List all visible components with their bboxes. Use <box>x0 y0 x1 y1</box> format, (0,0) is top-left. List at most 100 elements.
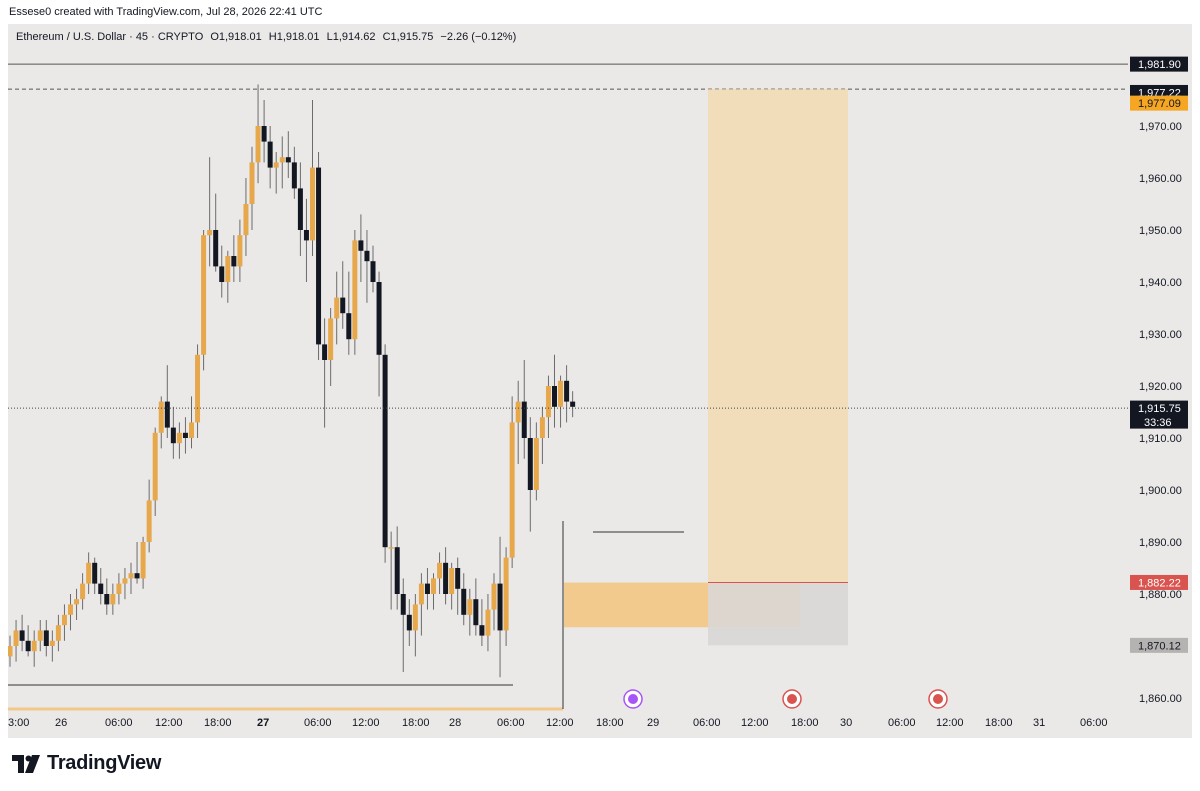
legend-symbol: Ethereum / U.S. Dollar · 45 · CRYPTO <box>16 31 204 43</box>
us-flag-event-icon-dot <box>933 694 943 704</box>
candle-down <box>98 583 104 594</box>
candle-up <box>201 235 207 355</box>
candle-up <box>388 547 394 549</box>
price-label: 1,981.90 <box>1138 59 1181 71</box>
candle-up <box>61 614 67 626</box>
us-flag-event-icon-dot <box>787 694 797 704</box>
price-label-box <box>1130 574 1188 590</box>
candle-down <box>25 640 31 652</box>
price-label-box <box>1130 637 1188 653</box>
x-tick-label: 06:00 <box>304 717 332 729</box>
candle-down <box>370 261 376 282</box>
x-tick-label: 18:00 <box>596 717 624 729</box>
chart-pane[interactable]: 1,860.001,870.001,880.001,890.001,900.00… <box>8 24 1192 738</box>
price-label-box <box>1130 56 1188 72</box>
candle-up <box>412 604 418 631</box>
candle-up <box>328 318 334 360</box>
candle-up <box>503 557 509 631</box>
x-tick-label: 06:00 <box>1080 717 1108 729</box>
x-tick-label: 27 <box>257 717 269 729</box>
y-tick-label: 1,860.00 <box>1139 693 1182 705</box>
x-tick-label: 29 <box>647 717 659 729</box>
x-tick-label: 26 <box>55 717 67 729</box>
candle-up <box>558 380 564 407</box>
candle-up <box>55 625 61 641</box>
candle-down <box>297 188 303 230</box>
candle-up <box>449 568 455 594</box>
candle-down <box>521 401 527 438</box>
candle-down <box>376 282 382 355</box>
y-tick-label: 1,940.00 <box>1139 277 1182 289</box>
x-tick-label: 12:00 <box>741 717 769 729</box>
x-tick-label: 06:00 <box>105 717 133 729</box>
candle-down <box>134 573 140 579</box>
candle-up <box>116 583 122 594</box>
lightning-event-icon-dot <box>628 694 638 704</box>
candle-down <box>92 562 98 584</box>
x-tick-label: 18:00 <box>791 717 819 729</box>
candle-up <box>533 438 539 490</box>
candle-down <box>182 432 188 438</box>
candle-down <box>424 583 430 594</box>
candle-up <box>13 630 19 646</box>
candle-down <box>358 240 364 251</box>
candle-up <box>545 386 551 418</box>
candle-down <box>479 625 485 636</box>
candle-down <box>564 380 570 402</box>
price-chart[interactable]: 1,860.001,870.001,880.001,890.001,900.00… <box>8 24 1192 738</box>
lightning-event-icon <box>623 689 643 709</box>
candle-down <box>382 354 388 548</box>
candle-down <box>340 297 346 314</box>
x-tick-label: 12:00 <box>352 717 380 729</box>
candle-up <box>49 640 55 646</box>
candle-down <box>104 594 110 605</box>
candle-down <box>291 162 297 189</box>
candle-up <box>509 422 515 558</box>
candle-up <box>485 609 491 636</box>
legend-high: H1,918.01 <box>268 31 320 43</box>
x-tick-label: 31 <box>1033 717 1045 729</box>
candle-up <box>467 599 473 615</box>
candle-down <box>455 568 461 589</box>
candle-up <box>80 583 86 600</box>
candle-down <box>285 157 291 163</box>
x-tick-label: 12:00 <box>155 717 183 729</box>
candle-down <box>322 344 328 360</box>
price-label: 1,870.12 <box>1138 640 1181 652</box>
tradingview-logo[interactable]: TradingView <box>12 752 161 775</box>
candle-up <box>352 240 358 340</box>
candle-down <box>213 230 219 267</box>
candle-up <box>8 646 13 657</box>
y-tick-label: 1,930.00 <box>1139 329 1182 341</box>
x-tick-label: 12:00 <box>546 717 574 729</box>
legend-open: O1,918.01 <box>210 31 262 43</box>
candle-up <box>158 401 164 433</box>
candle-up <box>249 162 255 204</box>
candle-down <box>552 386 557 407</box>
price-label: 1,915.75 <box>1138 403 1181 415</box>
snapshot-caption-bar: Essese0 created with TradingView.com, Ju… <box>0 0 1200 24</box>
price-label-box <box>1130 400 1188 429</box>
candle-down <box>364 250 370 262</box>
candle-up <box>86 562 92 584</box>
y-tick-label: 1,950.00 <box>1139 225 1182 237</box>
y-tick-label: 1,880.00 <box>1139 589 1182 601</box>
us-flag-event-icon <box>928 689 948 709</box>
countdown-label: 33:36 <box>1144 417 1172 429</box>
candle-down <box>400 594 406 615</box>
y-tick-label: 1,900.00 <box>1139 485 1182 497</box>
y-tick-label: 1,910.00 <box>1139 433 1182 445</box>
candle-down <box>219 266 225 282</box>
candle-down <box>19 630 25 641</box>
candle-up <box>273 162 279 168</box>
candle-up <box>122 578 128 584</box>
legend-change: −2.26 (−0.12%) <box>440 31 517 43</box>
candle-up <box>310 167 315 241</box>
candle-up <box>539 417 545 438</box>
footer-bar <box>0 738 1200 791</box>
candle-down <box>406 614 412 631</box>
candle-down <box>231 256 237 267</box>
candle-up <box>237 235 243 267</box>
candle-down <box>570 401 576 407</box>
candle-up <box>31 640 37 652</box>
